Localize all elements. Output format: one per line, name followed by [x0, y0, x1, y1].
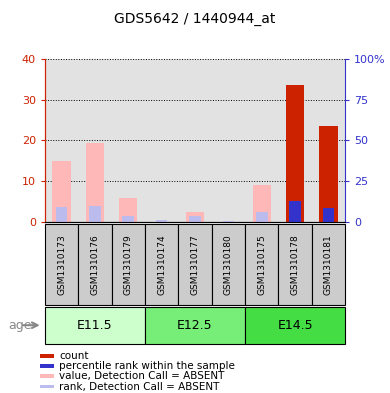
- Bar: [78, 224, 112, 305]
- Text: E11.5: E11.5: [77, 319, 113, 332]
- Bar: [253, 185, 271, 222]
- Bar: [145, 224, 178, 305]
- Text: GSM1310176: GSM1310176: [90, 234, 99, 295]
- Bar: [178, 224, 212, 305]
- Bar: [40, 385, 55, 388]
- Bar: [45, 59, 78, 222]
- Text: GSM1310181: GSM1310181: [324, 234, 333, 295]
- Text: GSM1310179: GSM1310179: [124, 234, 133, 295]
- Bar: [323, 208, 334, 222]
- Text: GSM1310178: GSM1310178: [291, 234, 300, 295]
- Bar: [78, 59, 112, 222]
- Bar: [312, 224, 345, 305]
- Text: rank, Detection Call = ABSENT: rank, Detection Call = ABSENT: [59, 382, 220, 392]
- Text: GSM1310177: GSM1310177: [190, 234, 200, 295]
- Bar: [112, 224, 145, 305]
- Bar: [286, 85, 304, 222]
- Bar: [245, 224, 278, 305]
- Bar: [86, 143, 104, 222]
- Bar: [122, 216, 134, 222]
- Bar: [178, 59, 212, 222]
- Text: age: age: [8, 319, 31, 332]
- Bar: [223, 221, 234, 222]
- Bar: [56, 207, 67, 222]
- Text: GSM1310173: GSM1310173: [57, 234, 66, 295]
- Text: value, Detection Call = ABSENT: value, Detection Call = ABSENT: [59, 371, 225, 381]
- Text: count: count: [59, 351, 89, 361]
- Bar: [212, 59, 245, 222]
- Text: GSM1310174: GSM1310174: [157, 234, 166, 295]
- Bar: [278, 224, 312, 305]
- Bar: [289, 201, 301, 222]
- Text: GSM1310175: GSM1310175: [257, 234, 266, 295]
- Bar: [40, 354, 55, 358]
- Bar: [40, 364, 55, 368]
- Bar: [45, 307, 145, 344]
- Text: GDS5642 / 1440944_at: GDS5642 / 1440944_at: [114, 12, 276, 26]
- Bar: [112, 59, 145, 222]
- Bar: [145, 59, 178, 222]
- Bar: [89, 206, 101, 222]
- Bar: [189, 216, 201, 222]
- Bar: [186, 212, 204, 222]
- Bar: [278, 59, 312, 222]
- Bar: [52, 161, 71, 222]
- Bar: [245, 307, 345, 344]
- Text: GSM1310180: GSM1310180: [224, 234, 233, 295]
- Bar: [40, 374, 55, 378]
- Text: percentile rank within the sample: percentile rank within the sample: [59, 361, 235, 371]
- Bar: [212, 224, 245, 305]
- Bar: [119, 198, 137, 222]
- Bar: [45, 224, 78, 305]
- Bar: [256, 212, 268, 222]
- Bar: [312, 59, 345, 222]
- Bar: [145, 307, 245, 344]
- Text: E14.5: E14.5: [277, 319, 313, 332]
- Bar: [156, 220, 167, 222]
- Bar: [245, 59, 278, 222]
- Bar: [319, 126, 338, 222]
- Text: E12.5: E12.5: [177, 319, 213, 332]
